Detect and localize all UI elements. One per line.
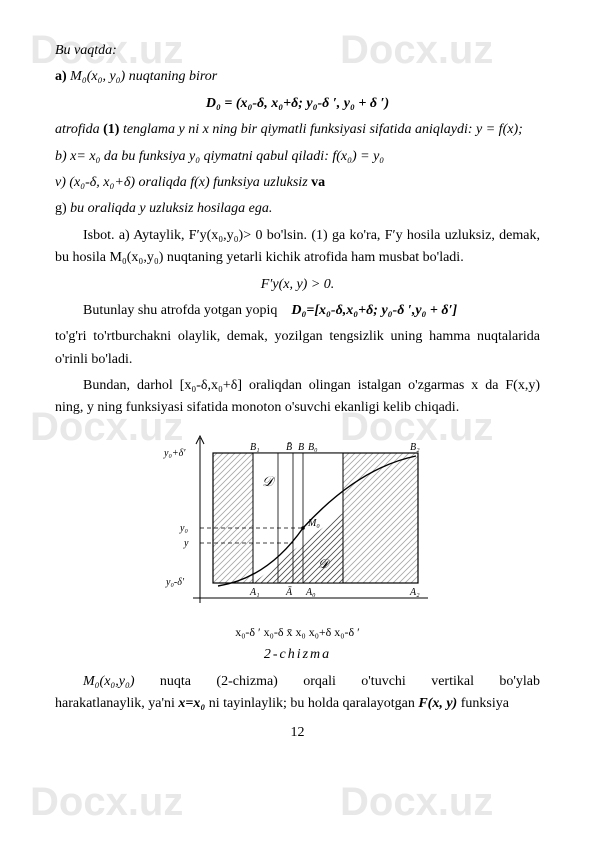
figure-2: M₀ 𝒟 𝒟 y₀+δ′ y₀ y y₀-δ′ B₁ B̄ B B₀ B₂ A₁… [55, 428, 540, 667]
svg-text:B₁: B₁ [250, 442, 260, 453]
diagram-svg: M₀ 𝒟 𝒟 y₀+δ′ y₀ y y₀-δ′ B₁ B̄ B B₀ B₂ A₁… [158, 428, 438, 613]
watermark: Docx.uz [340, 770, 493, 834]
para-isbot: Isbot. a) Aytaylik, F′y(x₀,y₀)> 0 bo'lsi… [55, 225, 540, 270]
atrofida-bold: (1) [103, 122, 119, 137]
svg-text:y₀-δ′: y₀-δ′ [165, 577, 185, 588]
svg-text:A₁: A₁ [249, 587, 260, 598]
svg-text:y: y [183, 538, 189, 549]
svg-text:B: B [298, 442, 304, 453]
para-a: a) M₀(x₀, y₀) nuqtaning biror [55, 66, 540, 88]
svg-text:Ā: Ā [285, 586, 293, 598]
svg-text:B₀: B₀ [308, 442, 318, 453]
watermark: Docx.uz [30, 770, 183, 834]
svg-text:M₀: M₀ [307, 518, 320, 529]
formula-d0: D₀ = (x₀-δ, x₀+δ; y₀-δ ′, y₀ + δ ′) [55, 93, 540, 115]
para-togri: to'g'ri to'rtburchakni olaylik, demak, y… [55, 326, 540, 371]
svg-text:A₂: A₂ [409, 587, 420, 598]
svg-text:B₂: B₂ [410, 442, 420, 453]
svg-text:B̄: B̄ [286, 441, 292, 453]
x-axis-labels: x₀-δ ′ x₀-δ x̄ x₀ x₀+δ x₀-δ ′ [55, 623, 540, 642]
svg-text:A₀: A₀ [305, 587, 316, 598]
svg-text:y₀: y₀ [179, 523, 188, 534]
para-b: b) x= x₀ da bu funksiya y₀ qiymatni qabu… [55, 146, 540, 168]
para-last: M₀(x₀,y₀) nuqta (2-chizma) orqali o'tuvc… [55, 671, 540, 716]
para-v: v) (x₀-δ, x₀+δ) oraliqda f(x) funksiya u… [55, 172, 540, 194]
para-butunlay: Butunlay shu atrofda yotgan yopiq D₀=[x₀… [55, 300, 540, 322]
g-text: bu oraliqda y uzluksiz hosilaga ega. [70, 201, 272, 216]
para-g: g) bu oraliqda y uzluksiz hosilaga ega. [55, 198, 540, 220]
page-number: 12 [55, 722, 540, 744]
item-a-body: M₀(x₀, y₀) nuqtaning biror [70, 69, 217, 84]
figure-caption: 2-chizma [55, 644, 540, 666]
para-atrofida: atrofida (1) tenglama y ni x ning bir qi… [55, 119, 540, 141]
atrofida-text-1: atrofida [55, 122, 100, 137]
item-a-label: a) [55, 69, 67, 84]
v-text: v) (x₀-δ, x₀+δ) oraliqda f(x) funksiya u… [55, 175, 308, 190]
butunlay-formula: D₀=[x₀-δ,x₀+δ; y₀-δ ′,y₀ + δ′] [291, 303, 457, 318]
butunlay-text: Butunlay shu atrofda yotgan yopiq [83, 303, 277, 318]
para-bundan: Bundan, darhol [x₀-δ,x₀+δ] oraliqdan oli… [55, 375, 540, 420]
para-buvaqtda: Bu vaqtda: [55, 40, 540, 62]
atrofida-text-2: tenglama y ni x ning bir qiymatli funksi… [123, 122, 523, 137]
formula-fy: F′y(x, y) > 0. [55, 274, 540, 296]
svg-text:y₀+δ′: y₀+δ′ [163, 448, 186, 459]
page-content: Bu vaqtda: a) M₀(x₀, y₀) nuqtaning biror… [55, 40, 540, 744]
v-va: va [311, 175, 325, 190]
